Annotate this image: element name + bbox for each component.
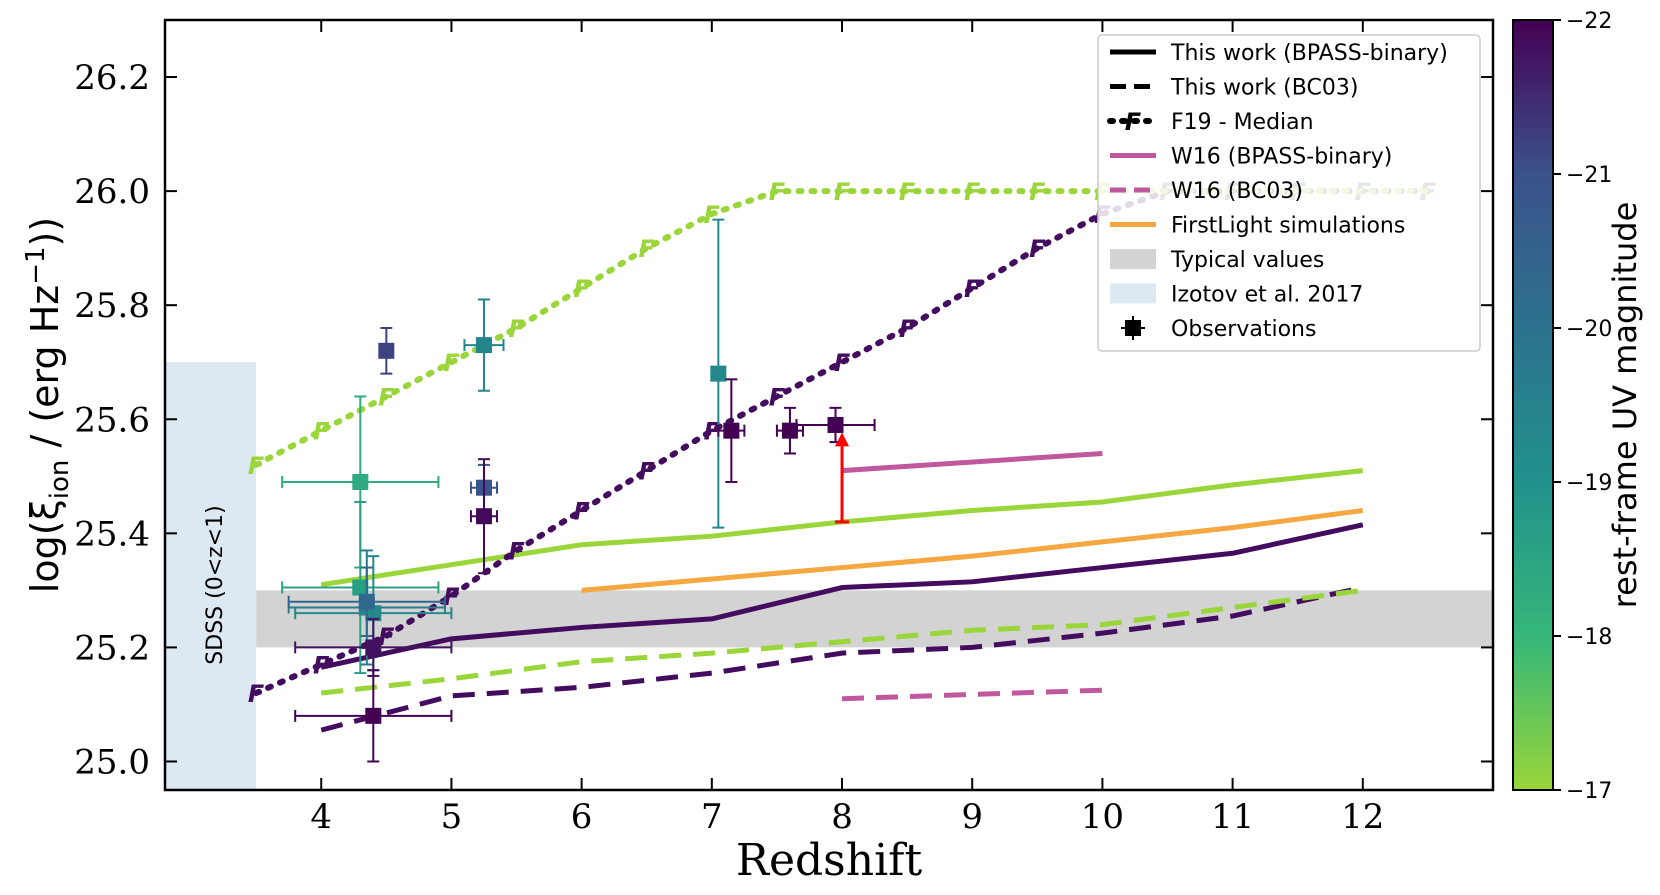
y-title-suffix: )) bbox=[23, 217, 67, 247]
legend-label: This work (BPASS-binary) bbox=[1170, 41, 1448, 66]
x-axis-ticks: 4 5 6 7 8 9 10 11 12 bbox=[310, 20, 1384, 837]
f19-marker: F bbox=[769, 178, 786, 206]
f19-marker: F bbox=[508, 315, 525, 343]
f19-marker: F bbox=[704, 201, 721, 229]
series-line-7 bbox=[841, 687, 1103, 702]
f19-marker: F bbox=[378, 623, 395, 651]
f19-marker: F bbox=[639, 235, 656, 263]
x-tick-label: 4 bbox=[310, 797, 332, 837]
x-axis-title: Redshift bbox=[736, 835, 923, 886]
legend-f-marker: F bbox=[1125, 108, 1142, 136]
f19-marker: F bbox=[769, 383, 786, 411]
obs-marker bbox=[723, 422, 740, 439]
x-tick-label: 9 bbox=[961, 797, 983, 837]
f19-marker: F bbox=[1029, 178, 1046, 206]
colorbar-title: rest-frame UV magnitude bbox=[1606, 202, 1644, 609]
legend-label: FirstLight simulations bbox=[1171, 214, 1405, 239]
colorbar-tick-label: −18 bbox=[1566, 625, 1612, 650]
f19-marker: F bbox=[834, 178, 851, 206]
f19-marker: F bbox=[378, 383, 395, 411]
obs-marker bbox=[352, 579, 369, 596]
y-tick-label: 25.6 bbox=[74, 400, 150, 440]
legend-handle bbox=[1125, 320, 1141, 336]
f19-marker: F bbox=[313, 418, 330, 446]
y-tick-label: 25.2 bbox=[74, 628, 150, 668]
colorbar bbox=[1512, 19, 1554, 791]
colorbar-ticks: −22 −21 −20 −19 −18 −17 bbox=[1553, 9, 1612, 804]
y-title-prefix: log(ξ bbox=[23, 499, 67, 593]
colorbar-tick-label: −20 bbox=[1566, 317, 1612, 342]
colorbar-tick-label: −19 bbox=[1566, 471, 1612, 496]
y-title-sup: −1 bbox=[21, 246, 51, 284]
legend-label: W16 (BPASS-binary) bbox=[1171, 145, 1392, 170]
obs-marker bbox=[358, 593, 375, 610]
f19-marker: F bbox=[508, 537, 525, 565]
f19-marker: F bbox=[573, 498, 590, 526]
y-tick-label: 26.2 bbox=[74, 58, 150, 98]
x-tick-label: 12 bbox=[1341, 797, 1384, 837]
legend-label: F19 - Median bbox=[1171, 110, 1314, 135]
f19-marker: F bbox=[639, 458, 656, 486]
obs-marker bbox=[827, 416, 844, 433]
legend-label: This work (BC03) bbox=[1170, 76, 1358, 101]
obs-marker bbox=[378, 342, 395, 359]
f19-marker: F bbox=[313, 652, 330, 680]
observations bbox=[281, 218, 876, 763]
x-tick-label: 11 bbox=[1211, 797, 1254, 837]
colorbar-tick-label: −21 bbox=[1566, 163, 1612, 188]
legend: This work (BPASS-binary) This work (BC03)… bbox=[1097, 34, 1481, 352]
y-tick-label: 25.8 bbox=[74, 286, 150, 326]
legend-label: Typical values bbox=[1170, 248, 1324, 273]
obs-marker bbox=[781, 422, 798, 439]
f19-marker: F bbox=[1029, 235, 1046, 263]
series-line-2 bbox=[320, 585, 1364, 733]
sdss-label: SDSS (0<z<1) bbox=[203, 505, 228, 664]
f19-marker: F bbox=[704, 418, 721, 446]
x-tick-label: 6 bbox=[571, 797, 593, 837]
legend-box bbox=[1097, 34, 1481, 352]
obs-marker bbox=[475, 508, 492, 525]
y-tick-label: 25.0 bbox=[74, 742, 150, 782]
y-title-sub: ion bbox=[45, 460, 75, 500]
f19-marker: F bbox=[443, 349, 460, 377]
x-tick-label: 8 bbox=[831, 797, 853, 837]
obs-marker bbox=[365, 707, 382, 724]
f19-marker: F bbox=[248, 680, 265, 708]
f19-marker: F bbox=[899, 315, 916, 343]
sdss-band bbox=[165, 362, 257, 790]
series-line-0 bbox=[320, 522, 1364, 670]
colorbar-tick-label: −22 bbox=[1566, 9, 1612, 34]
lower-limit-arrowhead bbox=[835, 432, 850, 447]
obs-marker bbox=[365, 639, 382, 656]
series-line-3 bbox=[320, 587, 1364, 696]
y-tick-label: 26.0 bbox=[74, 172, 150, 212]
y-axis-ticks: 25.0 25.2 25.4 25.6 25.8 26.0 26.2 bbox=[74, 58, 1493, 782]
series-line-6 bbox=[841, 450, 1103, 474]
f19-marker: F bbox=[834, 349, 851, 377]
legend-handle bbox=[1110, 283, 1156, 304]
f19-marker: F bbox=[964, 178, 981, 206]
x-tick-label: 10 bbox=[1081, 797, 1124, 837]
y-title-mid: / (erg Hz bbox=[23, 285, 67, 460]
obs-marker bbox=[475, 337, 492, 354]
f19-marker: F bbox=[248, 452, 265, 480]
series-line-8 bbox=[581, 508, 1364, 593]
x-tick-label: 7 bbox=[701, 797, 723, 837]
f19-marker: F bbox=[573, 275, 590, 303]
legend-label: Observations bbox=[1171, 317, 1316, 342]
legend-handle bbox=[1110, 249, 1156, 269]
plot-frame bbox=[163, 18, 1495, 792]
colorbar-tick-label: −17 bbox=[1566, 779, 1612, 804]
y-axis-title: log(ξion / (erg Hz−1)) bbox=[21, 217, 75, 593]
legend-label: W16 (BC03) bbox=[1171, 179, 1303, 204]
obs-marker bbox=[710, 365, 727, 382]
f19-marker: F bbox=[443, 583, 460, 611]
f19-marker: F bbox=[899, 178, 916, 206]
f19-marker: F bbox=[964, 275, 981, 303]
y-tick-label: 25.4 bbox=[74, 514, 150, 554]
obs-marker bbox=[352, 474, 369, 490]
x-tick-label: 5 bbox=[441, 797, 463, 837]
legend-label: Izotov et al. 2017 bbox=[1171, 283, 1363, 308]
